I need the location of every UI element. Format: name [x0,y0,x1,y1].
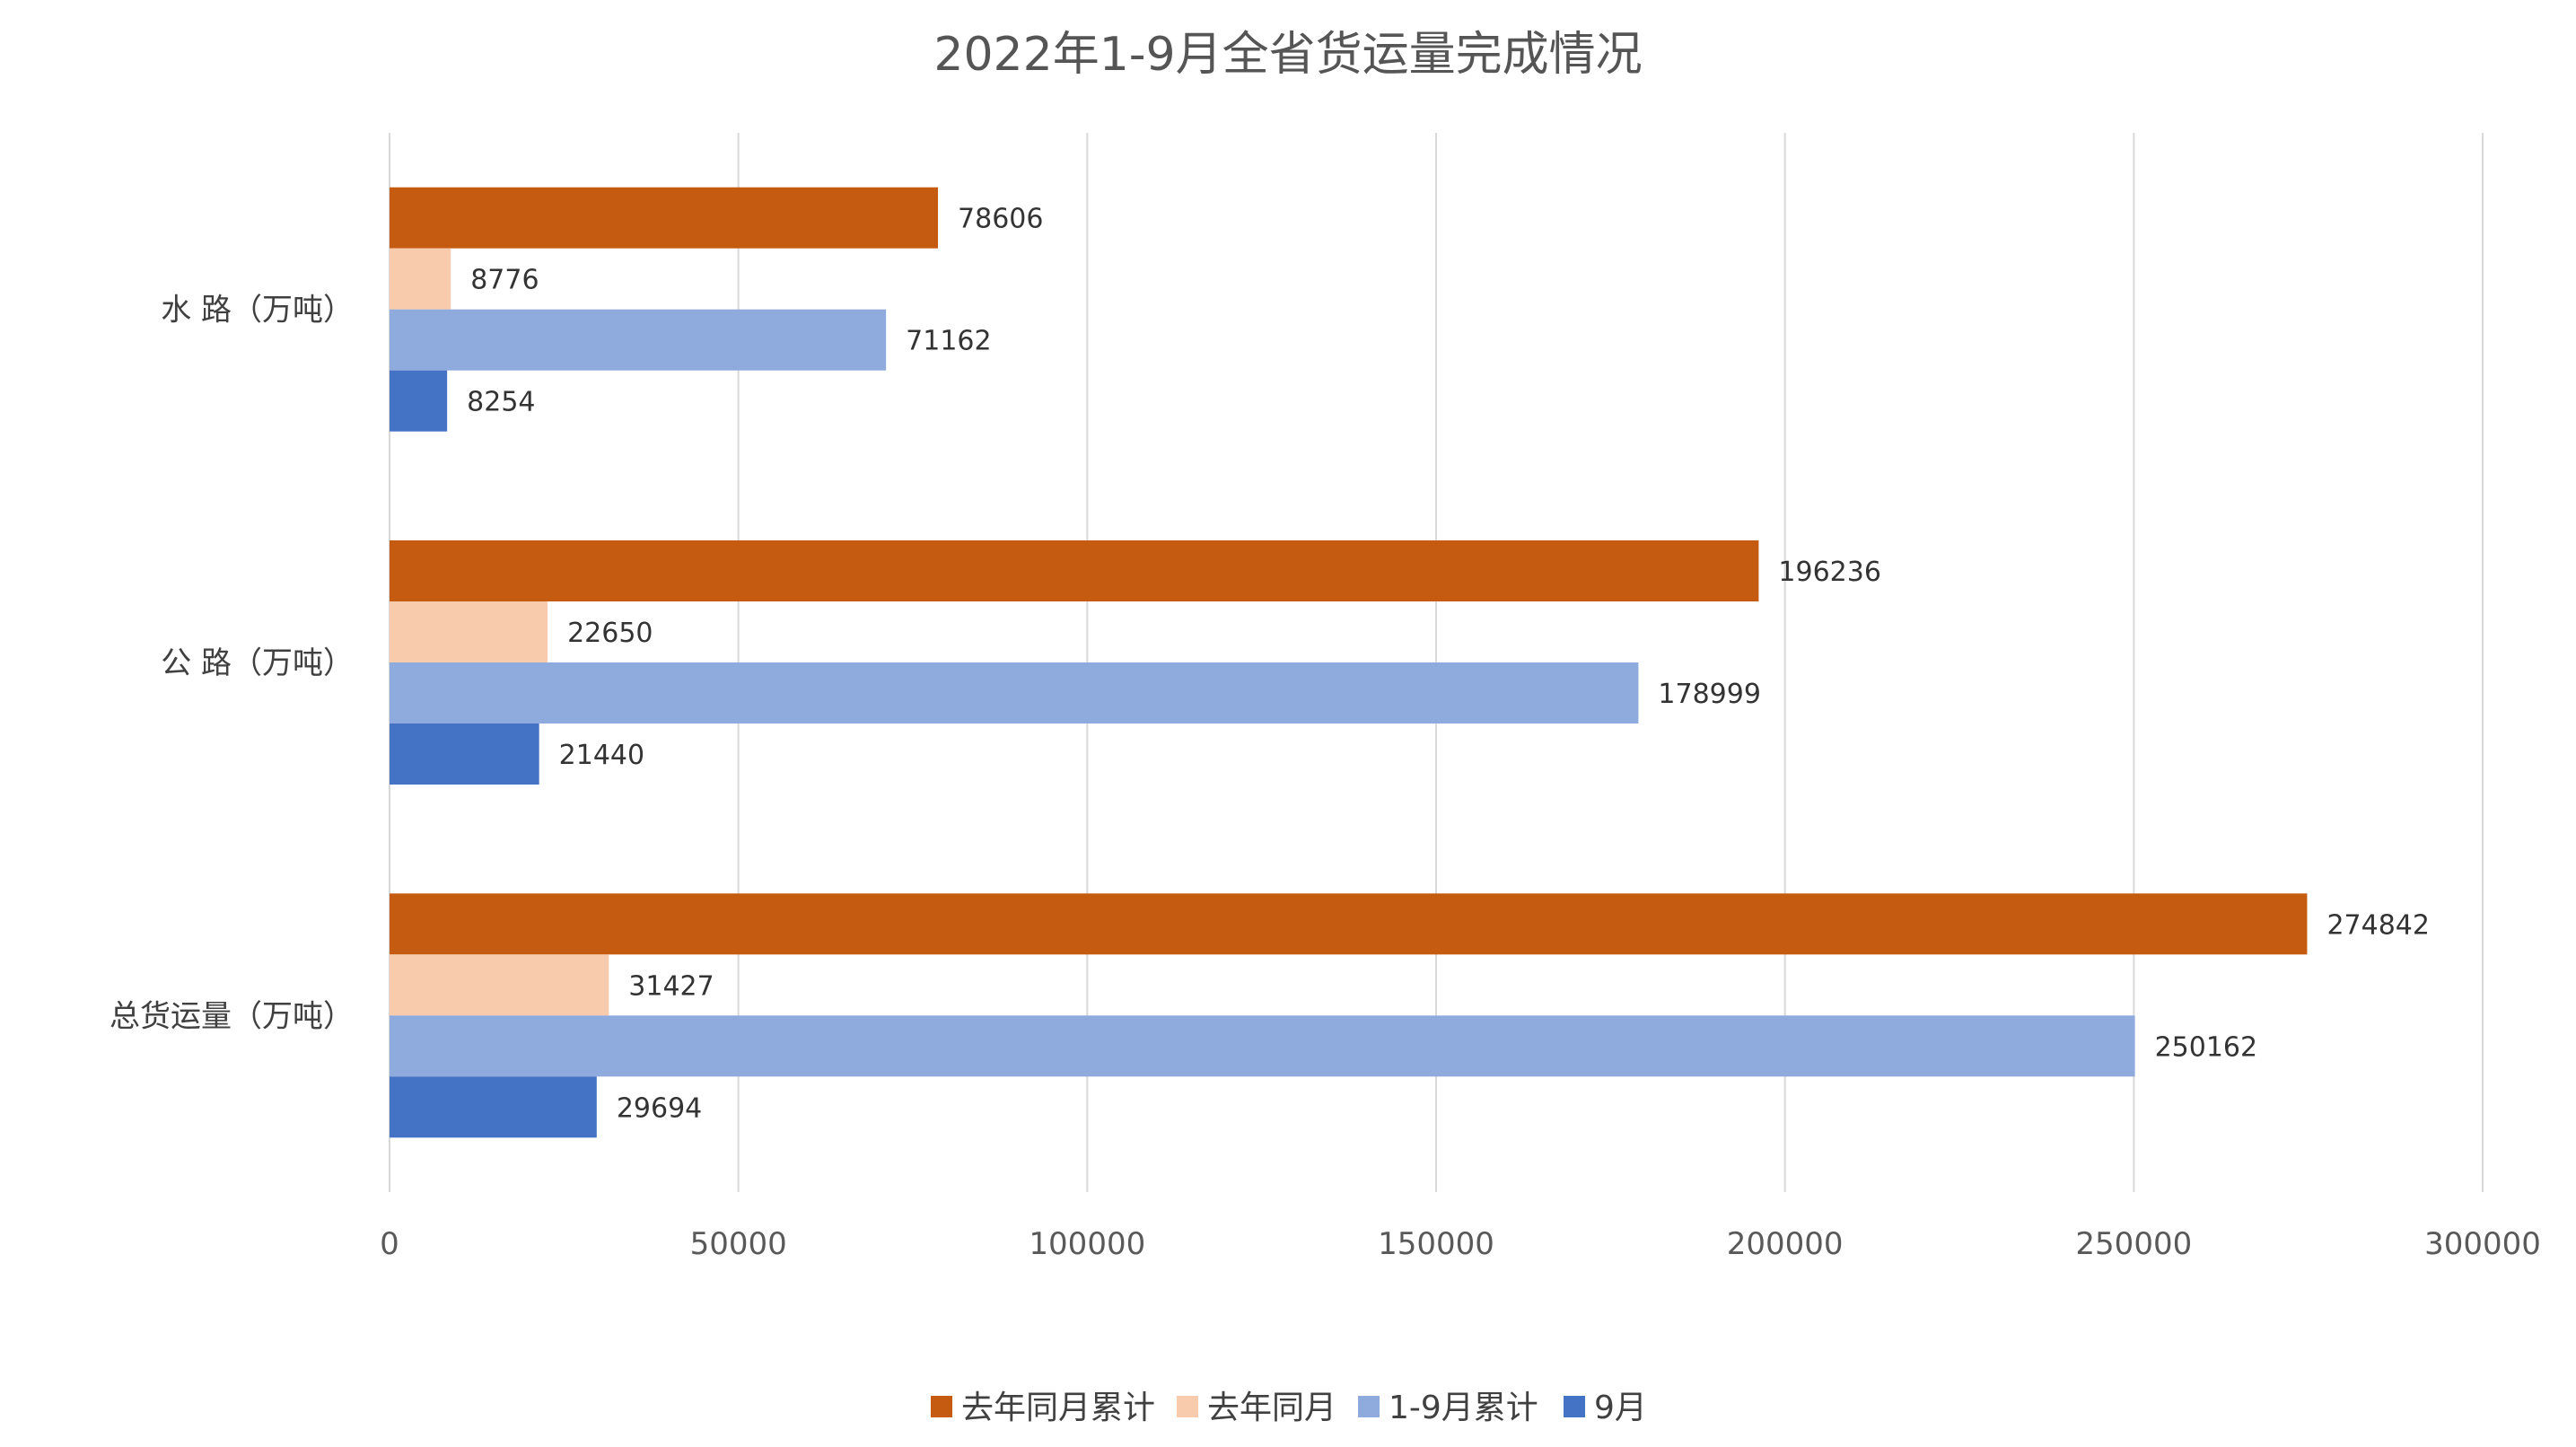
legend: 去年同月累计 去年同月 1-9月累计 9月 [931,1390,1647,1426]
bar [390,662,1639,724]
legend-swatch [1177,1396,1198,1417]
category-label: 水 路（万吨） [161,293,354,329]
x-tick-label: 50000 [690,1226,787,1262]
bar [390,1015,2135,1077]
bar [390,601,548,662]
x-tick-label: 100000 [1029,1226,1145,1262]
labels-layer: 78606 8776 71162 8254 196236 22650 178999 21440… [467,204,2430,1125]
bar [390,248,451,310]
data-label: 21440 [559,740,644,771]
data-label: 8254 [467,387,535,418]
data-label: 22650 [567,618,653,649]
x-tick-label: 200000 [1727,1226,1844,1262]
data-label: 29694 [617,1092,702,1124]
bar [390,309,887,371]
bars-layer [390,187,2308,1138]
data-label: 250162 [2155,1031,2258,1063]
bar [390,724,539,785]
data-label: 31427 [628,970,714,1002]
bar [390,1076,597,1138]
category-label: 总货运量（万吨） [110,998,354,1034]
chart-title: 2022年1-9月全省货运量完成情况 [933,28,1642,82]
legend-label: 1-9月累计 [1389,1390,1538,1426]
category-axis: 水 路（万吨） 公 路（万吨） 总货运量（万吨） [110,293,354,1035]
x-tick-label: 0 [380,1226,399,1262]
data-label: 71162 [906,326,991,357]
x-tick-label: 250000 [2075,1226,2192,1262]
value-axis: 0 50000 100000 150000 200000 250000 300000 [380,1226,2541,1262]
legend-swatch [1358,1396,1380,1417]
data-label: 274842 [2326,909,2430,941]
legend-swatch [931,1396,952,1417]
legend-swatch [1564,1396,1585,1417]
x-tick-label: 150000 [1378,1226,1494,1262]
data-label: 8776 [470,265,539,296]
data-label: 78606 [958,204,1043,235]
category-label: 公 路（万吨） [161,645,354,681]
x-tick-label: 300000 [2424,1226,2541,1262]
bar [390,370,448,432]
bar [390,540,1759,601]
legend-label: 去年同月累计 [961,1390,1155,1426]
data-label: 178999 [1658,679,1761,710]
bar [390,893,2308,955]
legend-label: 去年同月 [1207,1390,1336,1426]
bar [390,954,609,1016]
bar [390,187,939,249]
legend-label: 9月 [1594,1390,1647,1426]
data-label: 196236 [1778,557,1881,588]
